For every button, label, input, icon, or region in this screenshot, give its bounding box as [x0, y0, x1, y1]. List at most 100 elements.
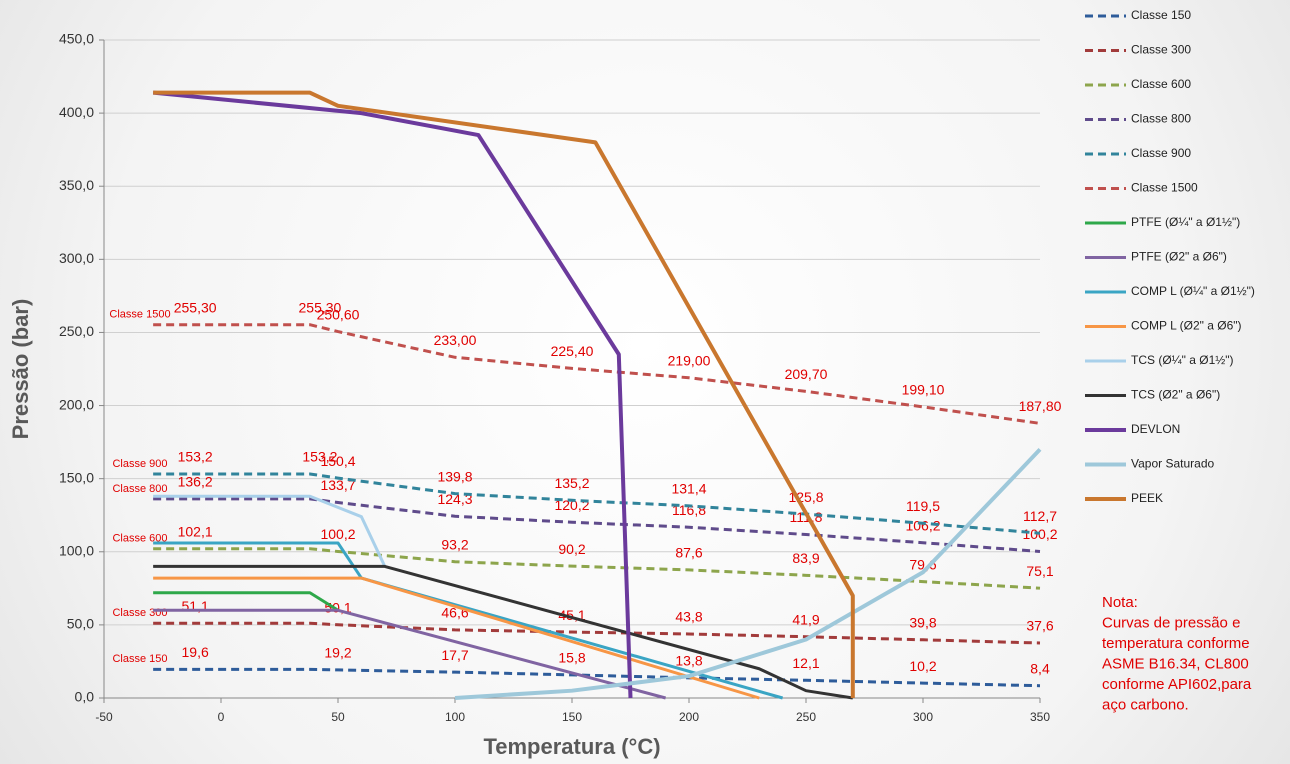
series-tag: Classe 800 — [112, 483, 167, 495]
data-label: 233,00 — [434, 332, 477, 348]
y-tick-label: 200,0 — [59, 396, 94, 412]
legend-label: Classe 150 — [1131, 8, 1191, 22]
series-line — [153, 576, 760, 700]
data-label: 153,2 — [178, 449, 213, 465]
y-axis-title: Pressão (bar) — [8, 299, 33, 440]
legend-label: PTFE (Ø¼" a Ø1½") — [1131, 215, 1240, 229]
data-label: 131,4 — [671, 481, 706, 497]
data-label: 87,6 — [675, 545, 702, 561]
data-label: 133,7 — [320, 477, 355, 493]
legend-label: Classe 600 — [1131, 77, 1191, 91]
data-label: 255,30 — [299, 299, 342, 315]
series-line — [153, 472, 1041, 535]
data-label: 37,6 — [1026, 618, 1053, 634]
data-label: 135,2 — [554, 475, 589, 491]
x-tick-label: 350 — [1030, 710, 1050, 724]
data-label: 255,30 — [174, 299, 217, 315]
legend-label: Classe 300 — [1131, 43, 1191, 57]
note-line: temperatura conforme — [1102, 635, 1250, 652]
note-line: aço carbono. — [1102, 696, 1189, 713]
data-label: 12,1 — [792, 655, 819, 671]
series-line — [152, 90, 633, 699]
note-line: ASME B16.34, CL800 — [1102, 655, 1249, 672]
series-line — [153, 621, 1041, 645]
legend-label: COMP L (Ø2" a Ø6") — [1131, 319, 1242, 333]
series-line — [153, 90, 855, 698]
data-label: 41,9 — [792, 611, 819, 627]
series-line — [153, 667, 1041, 688]
y-tick-label: 0,0 — [75, 689, 95, 705]
data-label: 102,1 — [178, 523, 213, 539]
legend-label: Classe 900 — [1131, 146, 1191, 160]
series-line — [153, 547, 1041, 590]
data-label: 39,8 — [909, 615, 936, 631]
legend-label: Classe 1500 — [1131, 181, 1198, 195]
data-label: 100,2 — [1022, 526, 1057, 542]
y-tick-label: 50,0 — [67, 616, 94, 632]
data-label: 83,9 — [792, 550, 819, 566]
series-line — [153, 497, 1041, 553]
series-tag: Classe 150 — [112, 653, 167, 665]
data-label: 19,6 — [182, 644, 209, 660]
data-label: 219,00 — [668, 352, 711, 368]
data-label: 13,8 — [675, 653, 702, 669]
series-line — [153, 608, 666, 700]
x-tick-label: 300 — [913, 710, 933, 724]
data-label: 153,2 — [302, 449, 337, 465]
y-tick-label: 450,0 — [59, 31, 94, 47]
data-label: 250,60 — [317, 306, 360, 322]
data-label: 100,2 — [320, 526, 355, 542]
data-label: 15,8 — [558, 650, 585, 666]
legend-label: COMP L (Ø¼" a Ø1½") — [1131, 284, 1255, 298]
data-label: 136,2 — [178, 474, 213, 490]
note-line: Nota: — [1102, 594, 1138, 611]
data-label: 187,80 — [1019, 398, 1062, 414]
legend-label: Vapor Saturado — [1131, 457, 1214, 471]
x-tick-label: 250 — [796, 710, 816, 724]
x-tick-label: 200 — [679, 710, 699, 724]
series-line — [153, 564, 854, 700]
y-tick-label: 400,0 — [59, 104, 94, 120]
data-label: 150,4 — [320, 453, 355, 469]
data-label: 112,7 — [1023, 508, 1057, 524]
x-tick-label: 100 — [445, 710, 465, 724]
legend-label: PTFE (Ø2" a Ø6") — [1131, 250, 1227, 264]
y-tick-label: 350,0 — [59, 177, 94, 193]
data-label: 119,5 — [906, 498, 940, 514]
x-tick-label: 0 — [218, 710, 225, 724]
data-label: 90,2 — [558, 541, 585, 557]
note-line: Curvas de pressão e — [1102, 614, 1240, 631]
legend-label: PEEK — [1131, 491, 1163, 505]
series-line — [454, 448, 1042, 700]
data-label: 225,40 — [551, 343, 594, 359]
series-line — [153, 494, 387, 568]
x-tick-label: -50 — [95, 710, 113, 724]
series-line — [153, 591, 339, 612]
y-tick-label: 300,0 — [59, 250, 94, 266]
legend-label: DEVLON — [1131, 422, 1180, 436]
series-line — [153, 323, 1041, 425]
data-label: 106,2 — [905, 517, 940, 533]
x-tick-label: 150 — [562, 710, 582, 724]
data-label: 8,4 — [1030, 660, 1050, 676]
series-line — [153, 541, 784, 700]
legend-label: Classe 800 — [1131, 112, 1191, 126]
y-tick-label: 100,0 — [59, 542, 94, 558]
data-label: 209,70 — [785, 366, 828, 382]
data-label: 17,7 — [441, 647, 468, 663]
x-tick-label: 50 — [331, 710, 345, 724]
series-tag: Classe 900 — [112, 458, 167, 470]
data-label: 10,2 — [909, 658, 936, 674]
note-line: conforme API602,para — [1102, 676, 1252, 693]
data-label: 139,8 — [437, 468, 472, 484]
data-label: 199,10 — [902, 382, 945, 398]
x-axis-title: Temperatura (°C) — [483, 734, 660, 759]
data-label: 19,2 — [324, 645, 351, 661]
series-tag: Classe 1500 — [109, 309, 170, 321]
legend-label: TCS (Ø2" a Ø6") — [1131, 388, 1220, 402]
data-label: 79,6 — [909, 556, 936, 572]
data-label: 75,1 — [1026, 563, 1053, 579]
data-label: 93,2 — [441, 536, 468, 552]
y-tick-label: 150,0 — [59, 469, 94, 485]
